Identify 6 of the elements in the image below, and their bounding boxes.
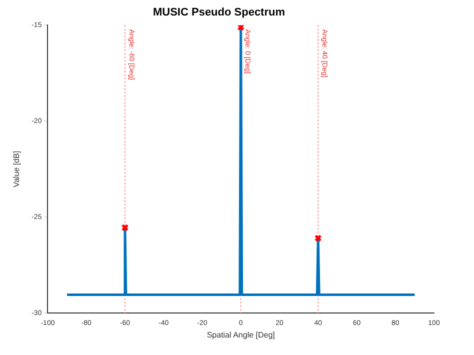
x-axis-title: Spatial Angle [Deg] bbox=[206, 330, 275, 340]
point bbox=[314, 234, 322, 242]
chart-title: MUSIC Pseudo Spectrum bbox=[152, 6, 286, 19]
y-axis-title: Value [dB] bbox=[12, 150, 22, 188]
point bbox=[121, 224, 129, 232]
point bbox=[237, 25, 245, 31]
